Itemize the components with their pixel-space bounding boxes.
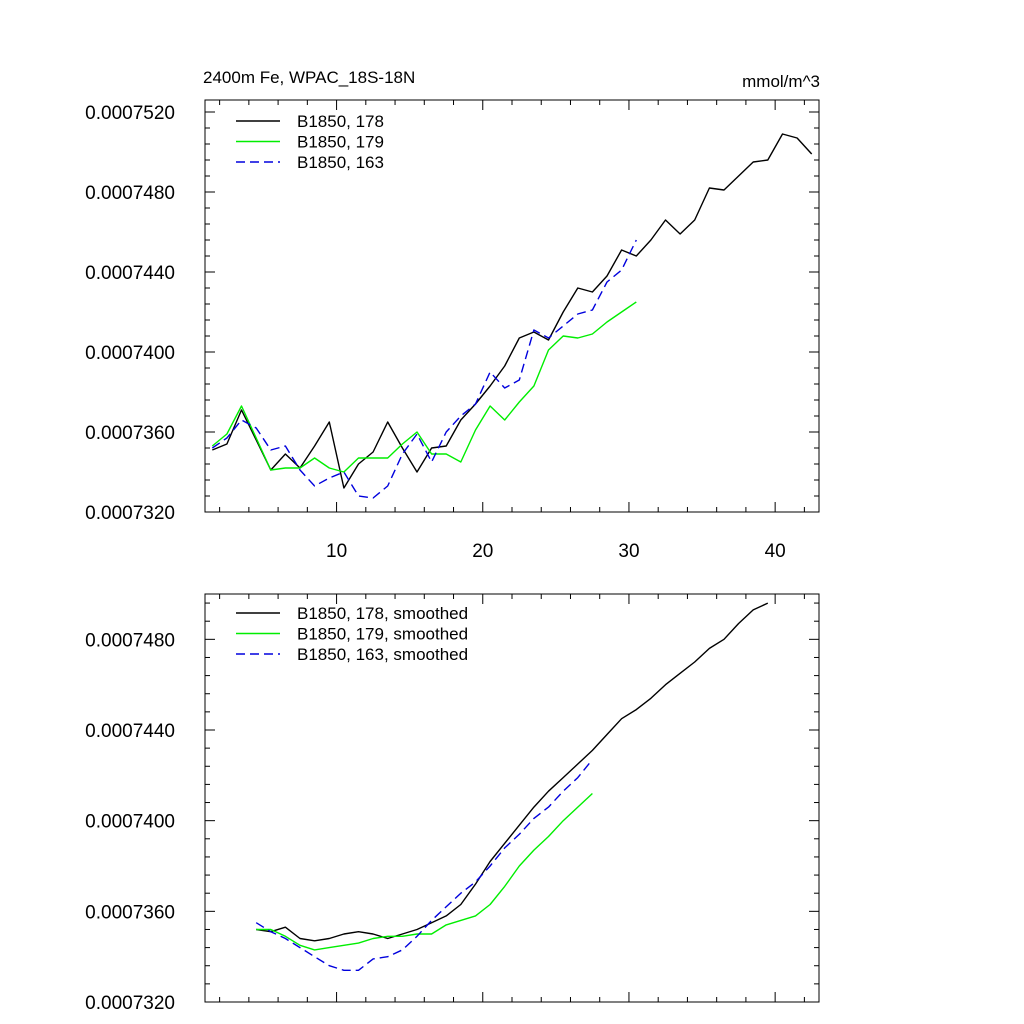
y-tick-label: 0.0007440 <box>85 721 175 742</box>
series-line-1 <box>212 133 813 489</box>
x-tick-label: 40 <box>765 541 786 562</box>
series-line-3 <box>255 759 593 971</box>
bottom-panel: 0.0007320 0.0007360 0.0007400 0.0007440 0.00… <box>85 593 820 1014</box>
series-line-2 <box>256 792 593 951</box>
y-tick-label: 0.0007400 <box>85 343 175 364</box>
y-tick-label: 0.0007360 <box>85 902 175 923</box>
legend-label: B1850, 179, smoothed <box>297 625 468 644</box>
y-tick-label: 0.0007440 <box>85 263 175 284</box>
top-panel-title: 2400m Fe, WPAC_18S-18N <box>203 68 415 87</box>
series-line-1 <box>256 602 769 942</box>
x-tick-label: 30 <box>618 541 639 562</box>
legend-label: B1850, 179 <box>297 133 384 152</box>
y-tick-label: 0.0007360 <box>85 423 175 444</box>
x-tick-label: 20 <box>472 541 493 562</box>
legend-label: B1850, 178 <box>297 112 384 131</box>
y-tick-label: 0.0007320 <box>85 993 175 1014</box>
y-tick-label: 0.0007480 <box>85 630 175 651</box>
series-line-2 <box>211 301 637 473</box>
y-tick-label: 0.0007320 <box>85 503 175 524</box>
y-tick-label: 0.0007400 <box>85 812 175 833</box>
y-tick-label: 0.0007480 <box>85 183 175 204</box>
x-tick-label: 10 <box>326 541 347 562</box>
y-tick-label: 0.0007520 <box>85 103 175 124</box>
top-panel: 2400m Fe, WPAC_18S-18N mmol/m^3 10 20 30 40… <box>85 68 820 562</box>
top-panel-units: mmol/m^3 <box>742 72 820 91</box>
legend-label: B1850, 178, smoothed <box>297 604 468 623</box>
legend-label: B1850, 163 <box>297 153 384 172</box>
legend-label: B1850, 163, smoothed <box>297 645 468 664</box>
